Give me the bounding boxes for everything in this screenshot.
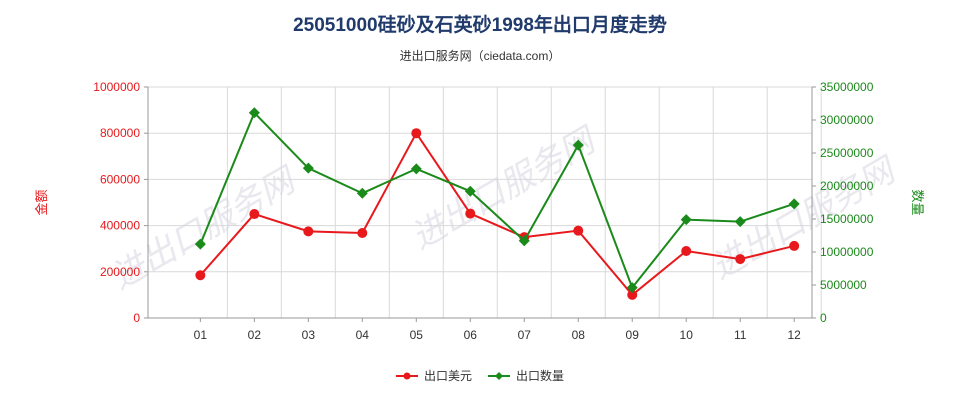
- series-1-point: [789, 240, 800, 251]
- series-2-point: [302, 162, 314, 174]
- right-axis-tick-label: 20000000: [820, 179, 874, 193]
- left-axis-tick-label: 600000: [100, 172, 140, 186]
- series-2-point: [788, 198, 800, 210]
- x-axis-tick-label: 06: [464, 328, 478, 342]
- right-axis-tick-label: 25000000: [820, 146, 874, 160]
- series-2-point: [248, 107, 260, 119]
- series: [194, 107, 800, 300]
- x-axis-tick-label: 12: [788, 328, 802, 342]
- series-1-point: [303, 226, 314, 237]
- series-2-point: [572, 139, 584, 151]
- x-axis-tick-label: 02: [248, 328, 262, 342]
- left-axis-tick-label: 0: [133, 311, 140, 325]
- series-2-point: [626, 282, 638, 294]
- watermark: 进出口服务网 进出口服务网 进出口服务网: [105, 120, 904, 297]
- series-2-point: [194, 238, 206, 250]
- series-2-point: [410, 163, 422, 175]
- right-axis-tick-label: 0: [820, 311, 827, 325]
- series-1-point: [249, 209, 260, 220]
- left-axis-title: 金额: [34, 189, 49, 215]
- series-2-point: [680, 214, 692, 226]
- series-1-point: [357, 227, 368, 238]
- x-axis-tick-label: 05: [410, 328, 424, 342]
- series-1-point: [681, 246, 692, 257]
- x-axis-tick-label: 10: [680, 328, 694, 342]
- watermark-text: 进出口服务网: [705, 150, 904, 287]
- legend-swatch-marker: [403, 372, 411, 380]
- left-axis-tick-label: 800000: [100, 126, 140, 140]
- x-axis-tick-label: 11: [734, 328, 747, 342]
- right-axis-tick-label: 30000000: [820, 113, 874, 127]
- left-axis-tick-label: 1000000: [93, 80, 140, 94]
- right-axis-tick-label: 35000000: [820, 80, 874, 94]
- series-2-point: [518, 235, 530, 247]
- series-1-point: [195, 270, 206, 281]
- right-axis-tick-label: 10000000: [820, 245, 874, 259]
- right-axis-tick-label: 15000000: [820, 212, 874, 226]
- series-1-point: [735, 254, 746, 265]
- series-1-point: [627, 289, 638, 300]
- legend: 出口美元 出口数量: [396, 368, 564, 383]
- series-1-point: [573, 225, 584, 236]
- x-axis-tick-label: 04: [356, 328, 370, 342]
- series-line-2: [199, 110, 795, 290]
- right-axis-tick-label: 5000000: [820, 278, 867, 292]
- x-axis-tick-label: 08: [572, 328, 586, 342]
- legend-entry-label: 出口美元: [424, 369, 472, 383]
- left-axis-tick-label: 200000: [100, 265, 140, 279]
- x-axis-tick-label: 09: [626, 328, 640, 342]
- chart-subtitle: 进出口服务网（ciedata.com）: [399, 49, 561, 63]
- left-axis-tick-label: 400000: [100, 219, 140, 233]
- series-1-point: [465, 208, 476, 219]
- right-axis-title: 数量: [910, 189, 925, 215]
- x-axis-tick-label: 03: [302, 328, 316, 342]
- chart-title: 25051000硅砂及石英砂1998年出口月度走势: [293, 15, 667, 36]
- series-1-point: [411, 128, 422, 139]
- legend-swatch-marker: [495, 372, 503, 380]
- series-2-point: [356, 187, 368, 199]
- x-axis-tick-label: 07: [518, 328, 532, 342]
- series-line-1: [199, 131, 795, 297]
- series-2-point: [734, 216, 746, 228]
- watermark-text: 进出口服务网: [405, 120, 604, 257]
- x-axis-tick-label: 01: [194, 328, 208, 342]
- series-2-point: [464, 185, 476, 197]
- legend-entry-label: 出口数量: [516, 368, 564, 383]
- axes: 0200000400000600000800000100000005000000…: [34, 80, 925, 342]
